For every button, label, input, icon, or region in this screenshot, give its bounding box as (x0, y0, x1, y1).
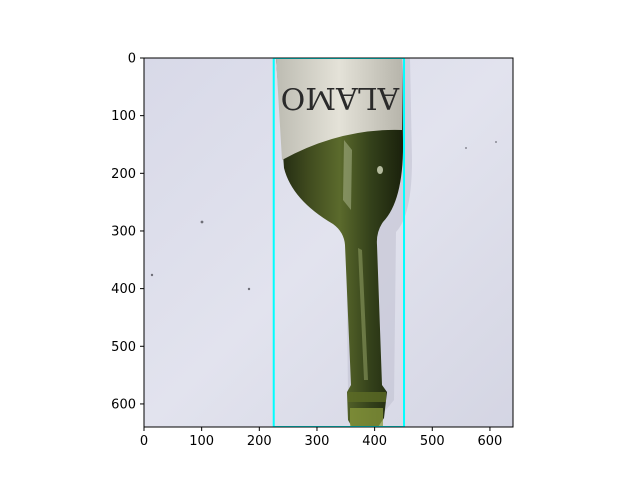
x-tick-label: 100 (189, 434, 214, 449)
y-tick-label: 0 (128, 52, 136, 67)
y-tick-label: 500 (111, 340, 136, 355)
y-tick-label: 600 (111, 397, 136, 412)
photo-image: ALAMO (144, 58, 513, 427)
x-tick-label: 600 (478, 434, 503, 449)
y-tick-label: 100 (111, 109, 136, 124)
bottle-mouth (350, 408, 383, 427)
glass-highlight (377, 166, 383, 174)
bottle-label-text: ALAMO (281, 80, 401, 115)
y-axis: 0 100 200 300 400 500 600 (111, 52, 144, 412)
annotation-layer (272, 58, 406, 427)
x-tick-label: 500 (420, 434, 445, 449)
x-axis: 0 100 200 300 400 500 600 (140, 427, 502, 449)
svg-text:ALAMO: ALAMO (281, 80, 401, 115)
background-speck (465, 147, 467, 149)
bounding-box (272, 58, 406, 427)
x-tick-label: 200 (247, 434, 272, 449)
y-tick-label: 300 (111, 224, 136, 239)
background-speck (150, 273, 154, 277)
axes-frame (143, 57, 514, 428)
x-tick-label: 0 (140, 434, 148, 449)
y-tick-label: 400 (111, 282, 136, 297)
glass-highlight (358, 248, 368, 380)
background-speck (247, 287, 251, 291)
background-speck (200, 220, 204, 224)
bottle-neck-ring (348, 392, 386, 402)
bottle-label (276, 58, 402, 160)
x-tick-label: 400 (362, 434, 387, 449)
bottle-body (276, 58, 404, 427)
glass-highlight (343, 140, 352, 210)
y-tick-label: 200 (111, 167, 136, 182)
background-speck (495, 141, 497, 143)
x-tick-label: 300 (305, 434, 330, 449)
